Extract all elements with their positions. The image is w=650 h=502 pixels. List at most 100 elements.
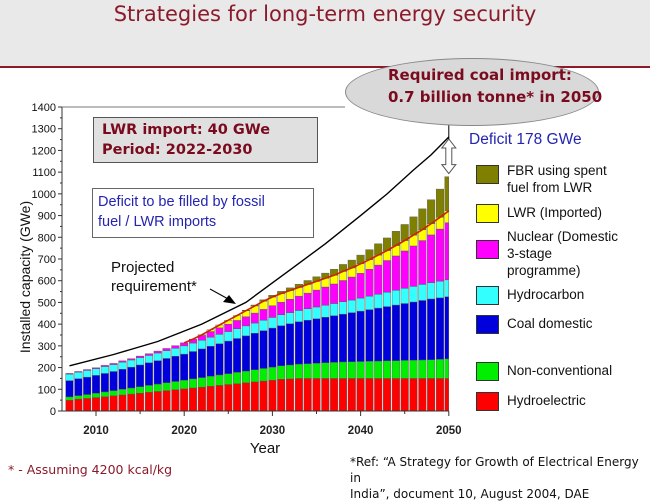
bar-segment-hydroelectric-2014 [127,394,135,411]
bar-segment-non-conventional-2021 [189,379,197,388]
bar-segment-non-conventional-2034 [304,364,312,379]
bar-segment-non-conventional-2007 [66,397,74,400]
bar-segment-hydrocarbon-2041 [366,296,374,309]
reference-line2: India”, document 10, August 2004, DAE [350,486,650,502]
deficit-double-arrow-icon [442,139,456,174]
bar-segment-hydroelectric-2042 [374,378,382,411]
bar-segment-hydroelectric-2017 [154,391,162,411]
bar-segment-non-conventional-2022 [198,378,206,388]
y-tick-label: 900 [38,211,56,223]
bar-segment-coal-domestic-2046 [410,302,418,360]
bar-segment-hydrocarbon-2014 [127,360,135,367]
legend-label: Non-conventional [507,362,650,379]
bar-segment-hydroelectric-2035 [313,378,321,411]
projected-requirement-annotation: Projected requirement* [111,258,197,296]
projected-line2: requirement* [111,277,197,296]
x-tick-label: 2020 [171,425,197,437]
bar-segment-hydrocarbon-2011 [101,366,109,373]
bar-segment-coal-domestic-2020 [180,354,188,380]
bar-segment-nuclear-domestic-3-stage-programme-2007 [66,373,74,374]
deficit-2050-label: Deficit 178 GWe [469,131,582,149]
legend-label: LWR (Imported) [507,204,650,221]
y-tick-label: 200 [38,363,56,375]
bar-segment-coal-domestic-2047 [419,300,427,360]
bar-segment-hydrocarbon-2021 [189,343,197,351]
bar-segment-hydroelectric-2026 [233,384,241,411]
bar-segment-fbr-using-spent-fuel-from-lwr-2050 [445,177,449,211]
coal-import-callout-text: Required coal import: 0.7 billion tonne*… [388,64,602,108]
bar-segment-nuclear-domestic-3-stage-programme-2034 [304,293,312,309]
bar-segment-coal-domestic-2029 [260,331,268,369]
bar-segment-hydroelectric-2008 [75,399,83,411]
bar-segment-non-conventional-2027 [242,371,250,383]
annotation-arrowhead-icon [223,295,236,304]
bar-segment-nuclear-domestic-3-stage-programme-2008 [75,371,83,372]
y-tick-label: 1400 [32,102,56,114]
bar-segment-hydroelectric-2025 [225,385,233,411]
bar-segment-coal-domestic-2038 [339,314,347,362]
bar-segment-nuclear-domestic-3-stage-programme-2011 [101,365,109,366]
bar-segment-hydrocarbon-2043 [383,292,391,306]
bar-segment-non-conventional-2033 [295,364,303,378]
bar-segment-nuclear-domestic-3-stage-programme-2024 [216,328,224,335]
bar-segment-hydroelectric-2019 [172,390,180,411]
bar-segment-nuclear-domestic-3-stage-programme-2016 [145,354,153,356]
bar-segment-hydrocarbon-2038 [339,302,347,314]
bar-segment-hydroelectric-2031 [277,379,285,411]
bar-segment-hydrocarbon-2050 [445,280,449,297]
bar-segment-nuclear-domestic-3-stage-programme-2046 [410,246,418,286]
y-tick-label: 500 [38,297,56,309]
bar-segment-nuclear-domestic-3-stage-programme-2015 [136,356,144,358]
bar-segment-hydrocarbon-2022 [198,340,206,349]
bar-segment-hydroelectric-2029 [260,381,268,411]
bar-segment-coal-domestic-2037 [330,316,338,363]
lwr-line2: Period: 2022-2030 [102,140,270,160]
legend-label: Hydroelectric [507,392,650,409]
y-tick-label: 1100 [32,167,56,179]
bar-segment-hydrocarbon-2008 [75,372,83,379]
bar-segment-non-conventional-2028 [251,370,259,382]
bar-segment-non-conventional-2042 [374,361,382,378]
reference-note: *Ref: “A Strategy for Growth of Electric… [350,454,650,502]
bar-segment-hydrocarbon-2039 [348,300,356,313]
bar-segment-hydroelectric-2027 [242,383,250,411]
bar-segment-non-conventional-2019 [172,381,180,389]
bar-segment-non-conventional-2041 [366,361,374,378]
bar-segment-nuclear-domestic-3-stage-programme-2041 [366,269,374,296]
bar-segment-coal-domestic-2022 [198,349,206,378]
bar-segment-hydrocarbon-2047 [419,284,427,300]
bar-segment-hydroelectric-2024 [216,385,224,411]
bar-segment-nuclear-domestic-3-stage-programme-2039 [348,277,356,300]
bar-segment-hydrocarbon-2036 [322,305,330,317]
bar-segment-coal-domestic-2050 [445,297,449,359]
bar-segment-non-conventional-2010 [92,393,100,397]
y-tick-label: 1300 [32,124,56,136]
bar-segment-non-conventional-2049 [436,359,444,378]
bar-segment-coal-domestic-2008 [75,379,83,396]
bar-segment-coal-domestic-2013 [119,369,127,389]
bar-segment-non-conventional-2050 [445,359,449,379]
bar-segment-coal-domestic-2036 [322,317,330,363]
bar-segment-hydroelectric-2036 [322,378,330,411]
bar-segment-nuclear-domestic-3-stage-programme-2013 [119,361,127,362]
bar-segment-nuclear-domestic-3-stage-programme-2048 [427,235,435,283]
projected-line1: Projected [111,258,197,277]
bar-segment-coal-domestic-2027 [242,336,250,371]
bar-segment-hydrocarbon-2018 [163,351,171,359]
bar-segment-coal-domestic-2028 [251,333,259,369]
bar-segment-non-conventional-2031 [277,366,285,379]
bar-segment-coal-domestic-2035 [313,319,321,364]
x-tick-label: 2050 [436,425,462,437]
legend-swatch [476,286,499,305]
bar-segment-nuclear-domestic-3-stage-programme-2019 [172,346,180,349]
bar-segment-coal-domestic-2011 [101,373,109,391]
bar-segment-non-conventional-2023 [207,376,215,386]
bar-segment-non-conventional-2018 [163,383,171,391]
bar-segment-hydroelectric-2009 [83,398,91,411]
bar-segment-non-conventional-2014 [127,388,135,394]
bar-segment-fbr-using-spent-fuel-from-lwr-2049 [436,189,444,217]
bar-segment-hydrocarbon-2025 [225,332,233,342]
bar-segment-hydroelectric-2016 [145,392,153,411]
legend-swatch [476,204,499,223]
bar-segment-hydroelectric-2043 [383,378,391,411]
